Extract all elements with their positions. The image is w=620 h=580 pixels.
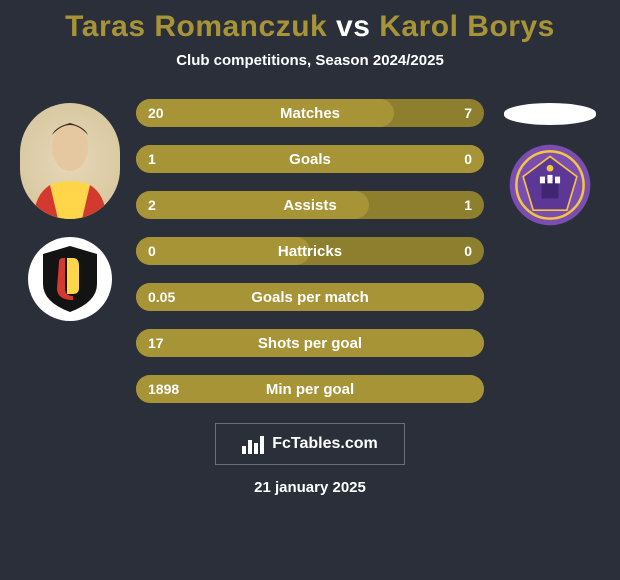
stat-row: 1898Min per goal	[136, 375, 484, 403]
stats-column: 20Matches71Goals02Assists10Hattricks00.0…	[130, 99, 490, 403]
stat-value-right: 7	[464, 99, 472, 127]
logo-text: FcTables.com	[272, 435, 378, 453]
stat-row: 17Shots per goal	[136, 329, 484, 357]
stat-row: 1Goals0	[136, 145, 484, 173]
fctables-logo[interactable]: FcTables.com	[215, 423, 405, 465]
stat-row: 0Hattricks0	[136, 237, 484, 265]
footer: FcTables.com 21 january 2025	[0, 423, 620, 496]
club1-shield-icon	[39, 244, 101, 314]
stat-value-right: 0	[464, 237, 472, 265]
player2-name: Karol Borys	[379, 10, 555, 43]
stat-label: Hattricks	[136, 237, 484, 265]
left-column	[10, 99, 130, 321]
player1-photo	[20, 103, 120, 219]
vs-separator: vs	[336, 10, 379, 43]
main-row: 20Matches71Goals02Assists10Hattricks00.0…	[0, 99, 620, 403]
stat-row: 2Assists1	[136, 191, 484, 219]
subtitle: Club competitions, Season 2024/2025	[0, 52, 620, 69]
stat-value-right: 1	[464, 191, 472, 219]
player2-club-badge	[508, 143, 592, 227]
club2-badge-icon	[508, 135, 592, 235]
player1-name: Taras Romanczuk	[65, 10, 327, 43]
stat-row: 20Matches7	[136, 99, 484, 127]
date-text: 21 january 2025	[254, 479, 366, 496]
page-title: Taras Romanczuk vs Karol Borys	[0, 10, 620, 44]
stat-label: Shots per goal	[136, 329, 484, 357]
stat-label: Assists	[136, 191, 484, 219]
right-column	[490, 99, 610, 227]
player1-illustration	[20, 103, 120, 219]
stat-label: Goals	[136, 145, 484, 173]
stat-label: Matches	[136, 99, 484, 127]
comparison-card: Taras Romanczuk vs Karol Borys Club comp…	[0, 0, 620, 580]
stat-value-right: 0	[464, 145, 472, 173]
player2-photo-placeholder	[504, 103, 596, 125]
player1-club-badge	[28, 237, 112, 321]
stat-label: Goals per match	[136, 283, 484, 311]
logo-bars-icon	[242, 434, 264, 454]
stat-row: 0.05Goals per match	[136, 283, 484, 311]
stat-label: Min per goal	[136, 375, 484, 403]
